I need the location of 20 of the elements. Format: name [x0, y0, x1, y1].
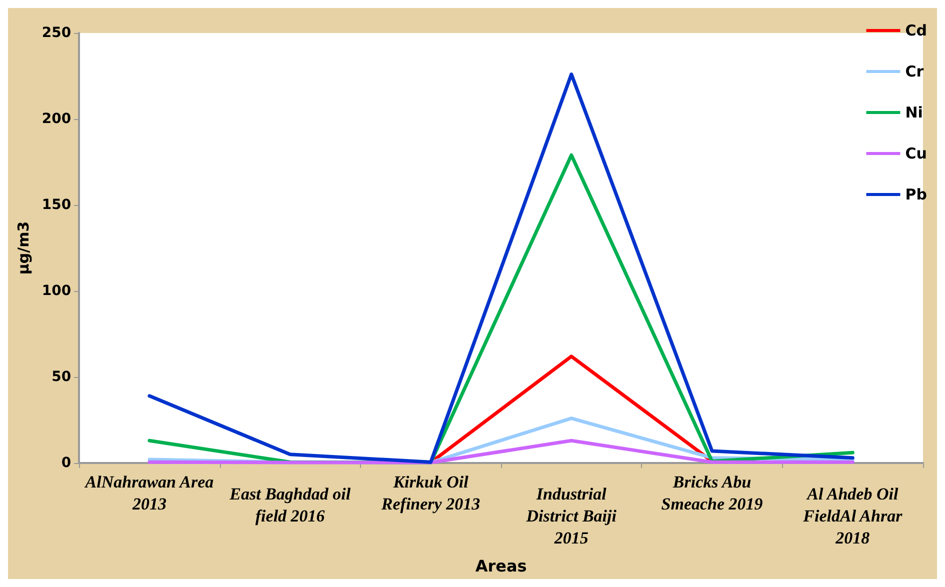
y-tick-label: 50 — [52, 369, 72, 385]
y-tick-label: 250 — [42, 25, 72, 41]
legend-label: Ni — [905, 104, 923, 122]
x-tick-label: East Baghdad oil field 2016 — [228, 484, 351, 526]
x-tick-label: Industrial District Baiji 2015 — [525, 484, 617, 548]
x-tick-label: Al Ahdeb Oil FieldAl Ahrar 2018 — [802, 484, 903, 548]
x-tick-label: Bricks Abu Smeache 2019 — [661, 472, 764, 514]
x-tick-label: Kirkuk Oil Refinery 2013 — [380, 472, 481, 514]
legend-label: Cu — [905, 144, 927, 162]
legend-label: Cd — [905, 22, 928, 40]
x-axis-title: Areas — [475, 556, 527, 576]
y-tick-label: 100 — [42, 283, 72, 299]
legend-label: Cr — [905, 62, 924, 80]
y-tick-label: 200 — [42, 111, 72, 127]
line-series — [148, 72, 854, 464]
y-tick-label: 0 — [61, 455, 72, 471]
x-tick-label: AlNahrawan Area 2013 — [84, 472, 214, 514]
y-tick-label: 150 — [42, 197, 72, 213]
legend-label: Pb — [905, 186, 928, 204]
y-axis-title: µg/m3 — [14, 221, 32, 275]
